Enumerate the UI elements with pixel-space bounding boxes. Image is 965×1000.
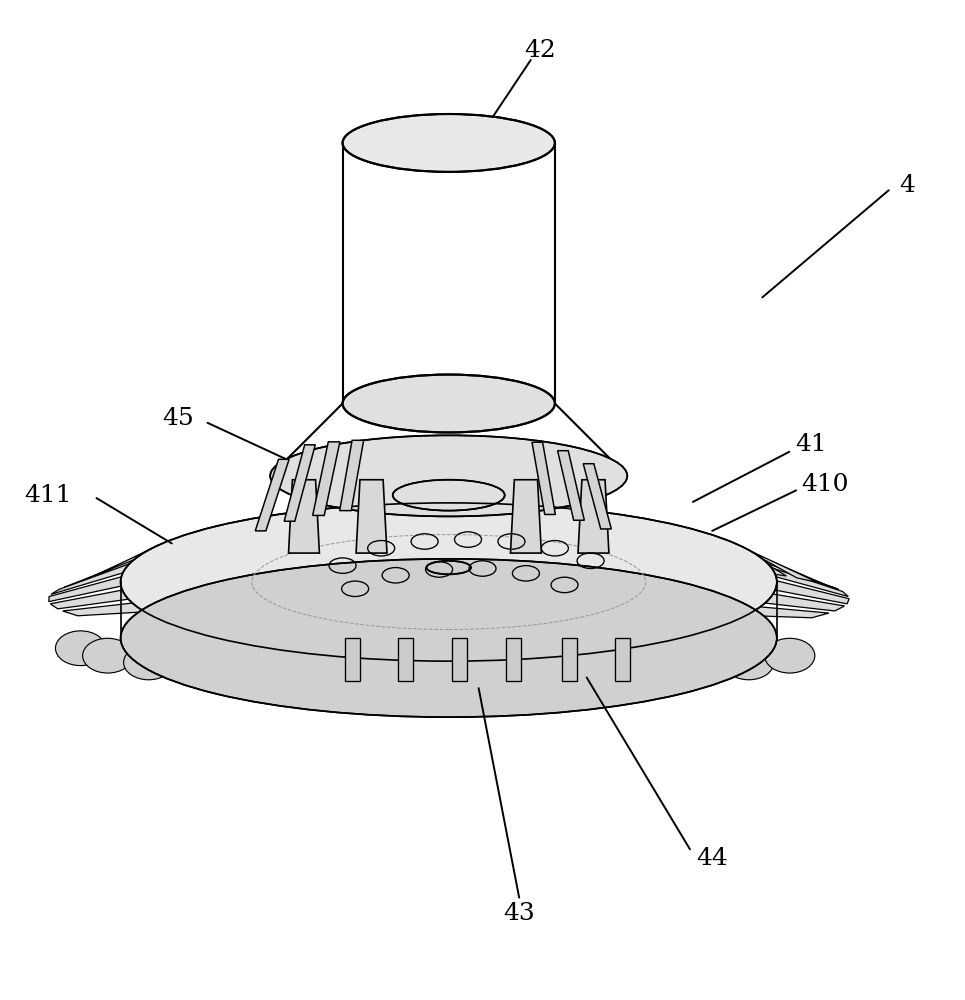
Text: 45: 45 [163, 407, 194, 430]
Ellipse shape [310, 658, 360, 693]
Ellipse shape [538, 658, 588, 693]
Ellipse shape [671, 651, 721, 686]
Polygon shape [284, 445, 316, 521]
Ellipse shape [608, 655, 658, 690]
Polygon shape [465, 503, 515, 556]
Polygon shape [510, 480, 541, 553]
Ellipse shape [385, 660, 435, 695]
Polygon shape [51, 564, 129, 594]
Polygon shape [562, 638, 577, 681]
Ellipse shape [764, 638, 814, 673]
Text: 41: 41 [795, 433, 826, 456]
Ellipse shape [343, 114, 555, 172]
Polygon shape [572, 509, 642, 561]
Text: 43: 43 [504, 902, 535, 925]
Polygon shape [345, 638, 360, 681]
Polygon shape [63, 603, 145, 616]
Ellipse shape [124, 645, 174, 680]
Polygon shape [165, 520, 245, 569]
Polygon shape [757, 555, 839, 589]
Polygon shape [506, 638, 521, 681]
Polygon shape [615, 638, 630, 681]
Polygon shape [216, 513, 290, 564]
Ellipse shape [121, 503, 777, 661]
Polygon shape [289, 480, 319, 553]
Polygon shape [274, 507, 341, 560]
Ellipse shape [239, 655, 290, 690]
Polygon shape [583, 464, 612, 529]
Ellipse shape [121, 559, 777, 717]
Polygon shape [703, 532, 786, 576]
Ellipse shape [83, 638, 133, 673]
Ellipse shape [177, 651, 227, 686]
Text: 42: 42 [525, 39, 556, 62]
Text: 4: 4 [899, 174, 915, 197]
Ellipse shape [724, 645, 774, 680]
Polygon shape [88, 540, 172, 580]
Polygon shape [340, 440, 364, 511]
Polygon shape [356, 480, 387, 553]
Ellipse shape [343, 375, 555, 432]
Polygon shape [775, 581, 849, 604]
Polygon shape [50, 590, 128, 609]
Ellipse shape [270, 435, 627, 516]
Polygon shape [313, 442, 340, 515]
Text: 411: 411 [24, 484, 72, 507]
Polygon shape [665, 522, 746, 570]
Polygon shape [558, 451, 584, 520]
Polygon shape [402, 503, 449, 556]
Polygon shape [746, 607, 829, 618]
Polygon shape [64, 551, 147, 587]
Text: 44: 44 [697, 847, 728, 870]
Polygon shape [771, 568, 848, 597]
Polygon shape [765, 594, 844, 611]
Polygon shape [398, 638, 413, 681]
Ellipse shape [55, 631, 105, 666]
Text: 410: 410 [801, 473, 849, 496]
Polygon shape [255, 459, 290, 531]
Polygon shape [452, 638, 467, 681]
Polygon shape [123, 529, 206, 574]
Polygon shape [578, 480, 609, 553]
Polygon shape [519, 505, 580, 558]
Polygon shape [532, 442, 555, 514]
Polygon shape [49, 577, 122, 602]
Polygon shape [337, 504, 394, 558]
Ellipse shape [427, 561, 471, 574]
Polygon shape [734, 543, 817, 582]
Polygon shape [620, 515, 697, 565]
Ellipse shape [462, 660, 512, 695]
Ellipse shape [393, 480, 505, 511]
